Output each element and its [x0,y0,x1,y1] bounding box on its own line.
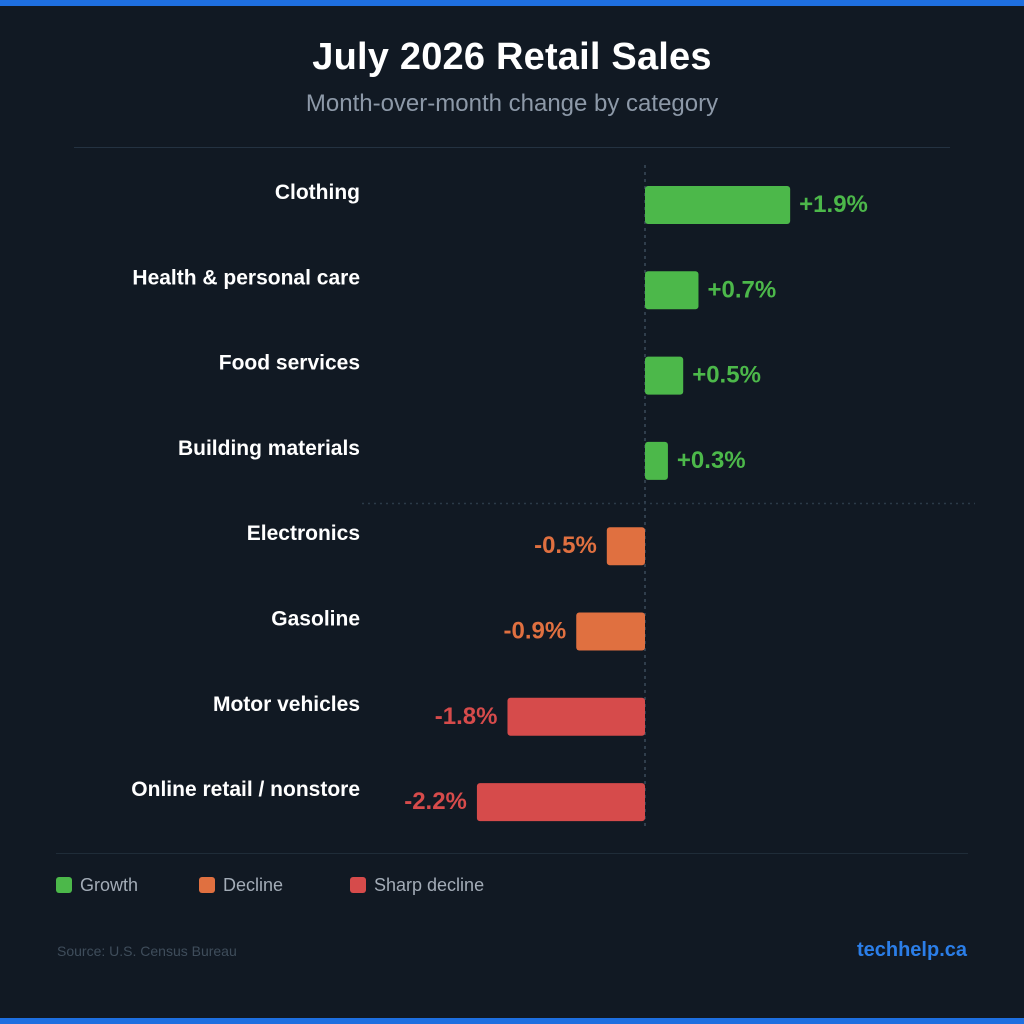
value-label: -0.9% [504,618,567,645]
value-label: +0.3% [677,447,746,474]
value-label: +0.7% [707,276,776,303]
category-label: Electronics [247,522,360,545]
value-label: -1.8% [435,703,498,730]
bar [645,441,668,480]
bar [476,783,645,822]
category-label: Food services [219,352,360,375]
value-label: +1.9% [799,191,868,218]
legend-label-growth: Growth [80,875,139,895]
brand-link[interactable]: techhelp.ca [856,939,967,961]
bar [507,697,645,736]
value-label: -0.5% [534,532,597,559]
chart-subtitle: Month-over-month change by category [305,90,719,117]
value-label: +0.5% [692,362,761,389]
category-label: Building materials [178,437,360,460]
legend-label-sharp-decline: Sharp decline [374,875,485,895]
bar [576,612,645,651]
value-label: -2.2% [404,788,467,815]
bar [645,356,684,395]
source-note: Source: U.S. Census Bureau [57,943,237,959]
category-label: Clothing [275,181,360,204]
bottom-accent-bar [0,1018,1024,1024]
category-label: Health & personal care [132,266,360,289]
legend-swatch-decline [199,877,215,893]
header-divider [74,147,950,148]
legend-swatch-sharp-decline [350,877,366,893]
bar-chart: Clothing +1.9% Health & personal care +0.7%… [131,165,975,828]
category-label: Gasoline [271,608,360,631]
chart-title: July 2026 Retail Sales [312,36,712,78]
bar [645,271,699,310]
top-accent-bar [0,0,1024,6]
category-label: Online retail / nonstore [131,778,360,801]
category-label: Motor vehicles [213,693,360,716]
bar [645,186,791,224]
legend-swatch-growth [56,877,72,893]
legend-label-decline: Decline [223,875,284,895]
bar [606,527,645,566]
legend-divider [56,853,968,854]
